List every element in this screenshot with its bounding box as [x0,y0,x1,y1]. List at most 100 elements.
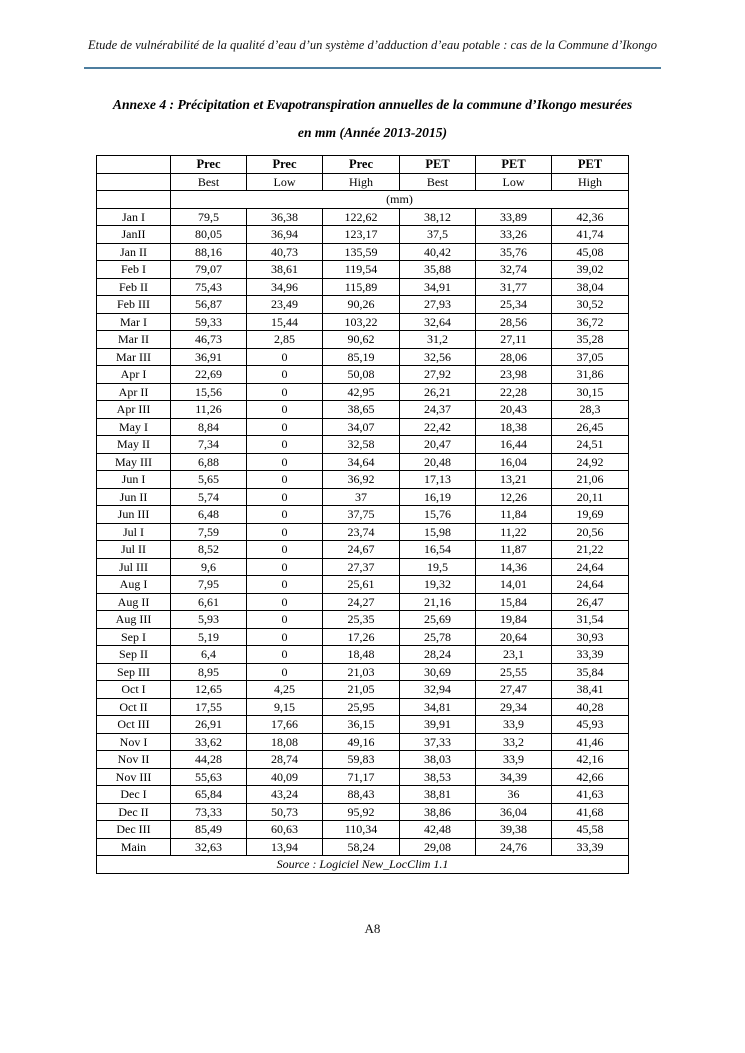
cell-prec-best: 15,56 [170,382,247,401]
cell-prec-best: 80,05 [170,225,247,244]
cell-prec-high: 21,03 [322,662,400,681]
cell-pet-high: 24,51 [551,435,629,454]
row-label: Jun III [96,505,171,524]
cell-prec-high: 71,17 [322,767,400,786]
row-label: Jan II [96,242,171,261]
cell-pet-low: 11,22 [475,522,552,541]
table-row: Nov II 44,28 28,74 59,83 38,03 33,9 42,1… [96,750,629,769]
subheader-best-prec: Best [170,172,247,191]
running-header: Etude de vulnérabilité de la qualité d’e… [84,37,661,53]
cell-prec-best: 9,6 [170,557,247,576]
row-label: Jun I [96,470,171,489]
cell-prec-best: 8,84 [170,417,247,436]
cell-pet-high: 33,39 [551,837,629,856]
table-row: Nov I 33,62 18,08 49,16 37,33 33,2 41,46 [96,732,629,751]
cell-prec-high: 25,35 [322,610,400,629]
cell-prec-low: 9,15 [246,697,323,716]
cell-prec-low: 0 [246,522,323,541]
cell-prec-low: 36,94 [246,225,323,244]
cell-pet-high: 38,04 [551,277,629,296]
cell-prec-high: 135,59 [322,242,400,261]
table-row: Aug II 6,61 0 24,27 21,16 15,84 26,47 [96,592,629,611]
cell-pet-best: 34,91 [399,277,476,296]
unit-row-corner-cell [96,190,171,209]
subheader-high-prec: High [322,172,400,191]
table-row: Dec I 65,84 43,24 88,43 38,81 36 41,63 [96,785,629,804]
col-header-prec-best: Prec [170,155,247,174]
cell-pet-best: 20,47 [399,435,476,454]
cell-pet-low: 36,04 [475,802,552,821]
table-row: Main 32,63 13,94 58,24 29,08 24,76 33,39 [96,837,629,856]
table-row: Jul II 8,52 0 24,67 16,54 11,87 21,22 [96,540,629,559]
subheader-high-pet: High [551,172,629,191]
cell-prec-high: 50,08 [322,365,400,384]
cell-pet-low: 19,84 [475,610,552,629]
table-row: Sep I 5,19 0 17,26 25,78 20,64 30,93 [96,627,629,646]
cell-prec-low: 40,09 [246,767,323,786]
cell-prec-low: 17,66 [246,715,323,734]
cell-pet-low: 39,38 [475,820,552,839]
cell-prec-high: 122,62 [322,207,400,226]
cell-pet-high: 35,28 [551,330,629,349]
header-rule-divider [84,67,661,69]
cell-prec-best: 8,95 [170,662,247,681]
row-label: Sep II [96,645,171,664]
page-number: A8 [364,921,381,936]
row-label: Mar I [96,312,171,331]
cell-prec-low: 0 [246,487,323,506]
table-row: Jun III 6,48 0 37,75 15,76 11,84 19,69 [96,505,629,524]
cell-pet-high: 41,63 [551,785,629,804]
table-row: Aug I 7,95 0 25,61 19,32 14,01 24,64 [96,575,629,594]
cell-pet-low: 36 [475,785,552,804]
cell-prec-low: 0 [246,575,323,594]
cell-pet-best: 38,03 [399,750,476,769]
cell-prec-low: 0 [246,435,323,454]
row-label: May III [96,452,171,471]
table-row: Jun II 5,74 0 37 16,19 12,26 20,11 [96,487,629,506]
cell-prec-low: 0 [246,627,323,646]
cell-pet-low: 33,2 [475,732,552,751]
subheader-low-prec: Low [246,172,323,191]
col-header-prec-high: Prec [322,155,400,174]
cell-pet-best: 34,81 [399,697,476,716]
table-unit-row: (mm) [96,190,629,209]
running-header-text: Etude de vulnérabilité de la qualité d’e… [88,38,657,52]
cell-pet-low: 25,55 [475,662,552,681]
cell-prec-low: 4,25 [246,680,323,699]
cell-prec-low: 0 [246,382,323,401]
table-row: Jul I 7,59 0 23,74 15,98 11,22 20,56 [96,522,629,541]
cell-prec-low: 36,38 [246,207,323,226]
cell-prec-low: 0 [246,400,323,419]
row-label: Jun II [96,487,171,506]
cell-pet-best: 42,48 [399,820,476,839]
cell-pet-best: 19,5 [399,557,476,576]
cell-pet-high: 35,84 [551,662,629,681]
cell-pet-low: 16,44 [475,435,552,454]
cell-pet-high: 20,11 [551,487,629,506]
cell-prec-best: 12,65 [170,680,247,699]
cell-prec-low: 38,61 [246,260,323,279]
cell-pet-high: 26,47 [551,592,629,611]
cell-prec-best: 11,26 [170,400,247,419]
cell-prec-high: 17,26 [322,627,400,646]
cell-prec-low: 0 [246,592,323,611]
cell-prec-high: 88,43 [322,785,400,804]
cell-prec-best: 65,84 [170,785,247,804]
table-row: Apr II 15,56 0 42,95 26,21 22,28 30,15 [96,382,629,401]
cell-prec-high: 58,24 [322,837,400,856]
cell-pet-best: 25,78 [399,627,476,646]
cell-pet-high: 41,46 [551,732,629,751]
annex-title-line2: en mm (Année 2013-2015) [297,125,448,140]
corner-cell [96,155,171,174]
cell-pet-high: 21,22 [551,540,629,559]
precipitation-pet-table: Prec Prec Prec PET PET PET Best Low High… [96,155,629,874]
cell-prec-high: 38,65 [322,400,400,419]
cell-pet-high: 42,36 [551,207,629,226]
cell-prec-best: 5,93 [170,610,247,629]
cell-prec-best: 46,73 [170,330,247,349]
cell-pet-high: 26,45 [551,417,629,436]
cell-pet-best: 40,42 [399,242,476,261]
table-group-header-row: Prec Prec Prec PET PET PET [96,155,629,174]
cell-prec-low: 28,74 [246,750,323,769]
